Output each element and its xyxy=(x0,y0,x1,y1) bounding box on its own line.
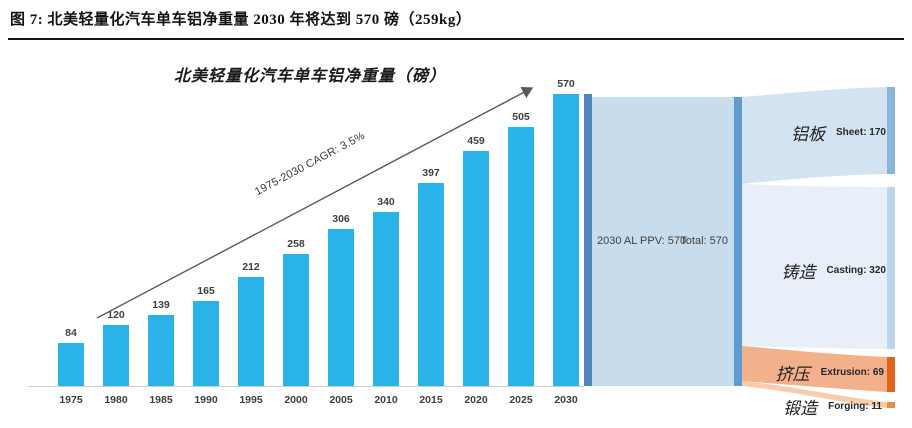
sankey-flow-extrusion xyxy=(742,346,887,392)
sankey-total-node xyxy=(734,97,742,386)
bar-2015 xyxy=(418,183,444,386)
bar-1995 xyxy=(238,277,264,386)
sankey-flow-forging xyxy=(742,381,887,408)
x-axis-label: 2030 xyxy=(554,394,578,406)
cagr-trend-arrow xyxy=(96,87,534,319)
bar-2005 xyxy=(328,229,354,386)
x-axis-label: 1990 xyxy=(194,394,218,406)
sheet-label-cn: 铝板 xyxy=(790,125,825,144)
sankey-node-forging xyxy=(887,402,895,408)
bar-value-label: 459 xyxy=(467,135,485,147)
x-axis-label: 2020 xyxy=(464,394,488,406)
figure-title: 图 7: 北美轻量化汽车单车铝净重量 2030 年将达到 570 磅（259kg… xyxy=(10,12,472,28)
bar-2020 xyxy=(463,151,489,386)
bar-value-label: 139 xyxy=(152,299,170,311)
casting-label-en: Casting: 320 xyxy=(826,265,886,276)
bar-value-label: 397 xyxy=(422,167,440,179)
sankey-node-sheet xyxy=(887,87,895,174)
sankey-node-casting xyxy=(887,187,895,349)
forging-label-en: Forging: 11 xyxy=(828,401,882,412)
sheet-label-en: Sheet: 170 xyxy=(835,127,886,138)
sankey-flow-casting xyxy=(742,184,887,349)
x-axis-label: 1975 xyxy=(59,394,83,406)
bar-2010 xyxy=(373,212,399,386)
x-axis-label: 2015 xyxy=(419,394,443,406)
bar-1990 xyxy=(193,301,219,386)
sankey-branch-forging-label: 锻造 Forging: 11 xyxy=(783,394,882,419)
bar-value-label: 120 xyxy=(107,309,125,321)
x-axis-label: 2005 xyxy=(329,394,353,406)
sankey-flow-sheet xyxy=(742,87,887,184)
x-axis-label: 1995 xyxy=(239,394,263,406)
sankey-branch-casting-label: 铸造 Casting: 320 xyxy=(782,258,886,283)
x-axis-label: 2025 xyxy=(509,394,533,406)
bar-value-label: 340 xyxy=(377,196,395,208)
sankey-branch-sheet-label: 铝板 Sheet: 170 xyxy=(791,120,886,145)
bar-value-label: 306 xyxy=(332,213,350,225)
sankey-main-flow xyxy=(592,97,734,386)
sankey-branch-extrusion-label: 挤压 Extrusion: 69 xyxy=(776,360,884,385)
bar-1975 xyxy=(58,343,84,386)
bar-value-label: 212 xyxy=(242,261,260,273)
bar-1985 xyxy=(148,315,174,386)
bar-value-label: 165 xyxy=(197,285,215,297)
extrusion-label-cn: 挤压 xyxy=(775,365,810,384)
bar-1980 xyxy=(103,325,129,386)
sankey-source-node xyxy=(584,94,592,386)
x-axis-label: 2000 xyxy=(284,394,308,406)
extrusion-label-en: Extrusion: 69 xyxy=(820,367,884,378)
x-axis-label: 2010 xyxy=(374,394,398,406)
sankey-total-label: Total: 570 xyxy=(680,235,728,247)
bar-2000 xyxy=(283,254,309,386)
bar-value-label: 258 xyxy=(287,238,305,250)
bar-2030 xyxy=(553,94,579,386)
x-axis-label: 1980 xyxy=(104,394,128,406)
header-divider xyxy=(8,38,904,40)
bar-value-label: 84 xyxy=(65,327,77,339)
casting-label-cn: 铸造 xyxy=(781,263,816,282)
bar-chart-title: 北美轻量化汽车单车铝净重量（磅） xyxy=(173,68,446,85)
x-axis-label: 1985 xyxy=(149,394,173,406)
bar-value-label: 505 xyxy=(512,111,530,123)
x-axis-line xyxy=(28,386,584,387)
bar-2025 xyxy=(508,127,534,386)
bar-value-label: 570 xyxy=(557,78,575,90)
sankey-node-extrusion xyxy=(887,357,895,392)
sankey-source-label: 2030 AL PPV: 570 xyxy=(597,235,687,247)
forging-label-cn: 锻造 xyxy=(783,399,818,418)
